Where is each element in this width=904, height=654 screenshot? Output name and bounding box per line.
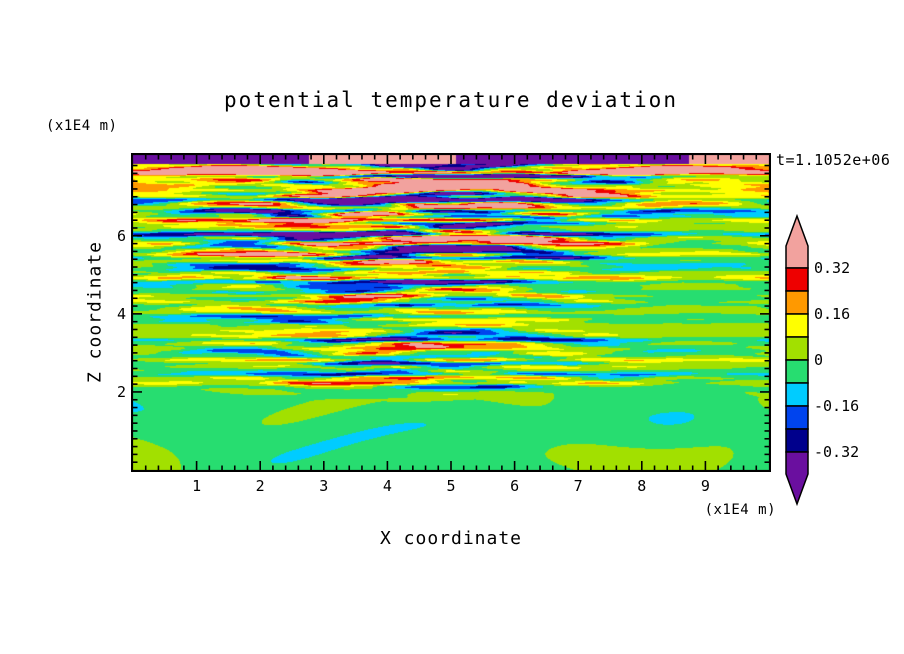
colorbar-under-arrow xyxy=(785,451,809,507)
z-tick-label: 4 xyxy=(116,304,126,323)
colorbar-band xyxy=(785,382,809,407)
colorbar-band xyxy=(785,405,809,430)
x-tick-label: 4 xyxy=(382,477,392,495)
colorbar-band xyxy=(785,336,809,361)
x-tick-label: 6 xyxy=(510,477,520,495)
plot-border xyxy=(131,153,771,472)
z-unit-label: (x1E4 m) xyxy=(46,118,118,134)
page-title: potential temperature deviation xyxy=(224,88,678,112)
colorbar-label: 0.32 xyxy=(814,259,851,277)
z-tick-label: 2 xyxy=(116,382,126,401)
colorbar-band xyxy=(785,313,809,338)
heatmap-plot xyxy=(131,153,771,472)
x-tick-label: 9 xyxy=(700,477,710,495)
colorbar xyxy=(785,213,809,507)
x-tick-label: 2 xyxy=(255,477,265,495)
x-unit-label: (x1E4 m) xyxy=(704,502,776,518)
colorbar-label: -0.16 xyxy=(814,397,860,415)
x-tick-label: 7 xyxy=(573,477,583,495)
colorbar-over-arrow xyxy=(785,213,809,269)
x-tick-label: 3 xyxy=(319,477,329,495)
x-tick-label: 5 xyxy=(446,477,456,495)
z-tick-label: 6 xyxy=(116,226,126,245)
x-axis-title: X coordinate xyxy=(379,528,523,549)
colorbar-label: -0.32 xyxy=(814,443,860,461)
colorbar-band xyxy=(785,267,809,292)
colorbar-band xyxy=(785,290,809,315)
colorbar-label: 0 xyxy=(814,351,824,369)
x-tick-label: 1 xyxy=(192,477,202,495)
time-label: t=1.1052e+06 xyxy=(776,151,891,169)
colorbar-label: 0.16 xyxy=(814,305,851,323)
plot-frame xyxy=(131,153,771,472)
x-tick-label: 8 xyxy=(637,477,647,495)
y-axis-title: Z coordinate xyxy=(84,240,106,384)
colorbar-band xyxy=(785,359,809,384)
heatmap-canvas xyxy=(133,155,769,470)
colorbar-band xyxy=(785,428,809,453)
